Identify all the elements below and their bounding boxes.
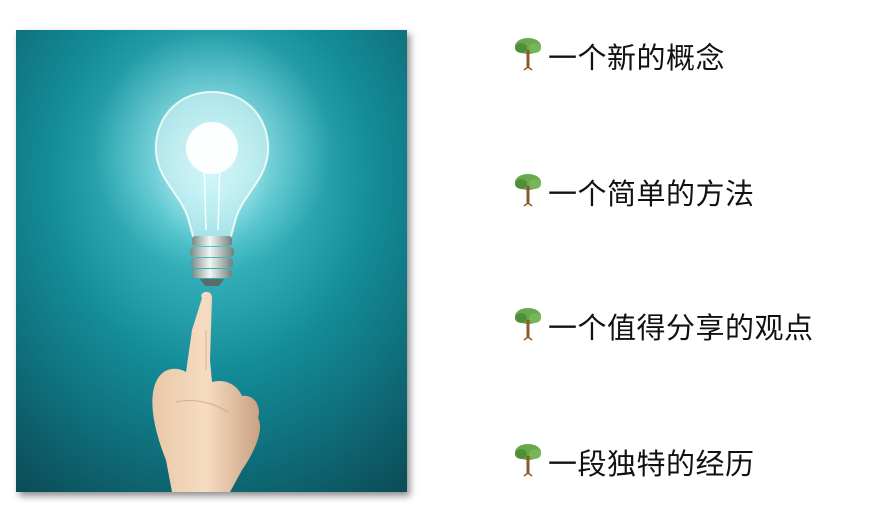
bullet-label: 一个值得分享的观点 [548,311,814,345]
tree-icon [515,174,541,207]
tree-icon [515,38,541,71]
photo-illustration [16,30,407,492]
tree-icon [515,444,541,477]
bullet-label: 一段独特的经历 [548,447,755,481]
list-item: 一个简单的方法 [510,170,755,214]
list-item: 一个值得分享的观点 [510,304,814,348]
list-item: 一个新的概念 [510,34,725,78]
bullet-label: 一个简单的方法 [548,177,755,211]
bullet-label: 一个新的概念 [548,41,726,75]
bullet-list: 一个新的概念 一个简单的方法 一个值得分享的观点 一段独特的经历 [510,0,870,526]
lightbulb-hand-photo [16,30,407,492]
list-item: 一段独特的经历 [510,440,755,484]
tree-icon [515,308,541,341]
